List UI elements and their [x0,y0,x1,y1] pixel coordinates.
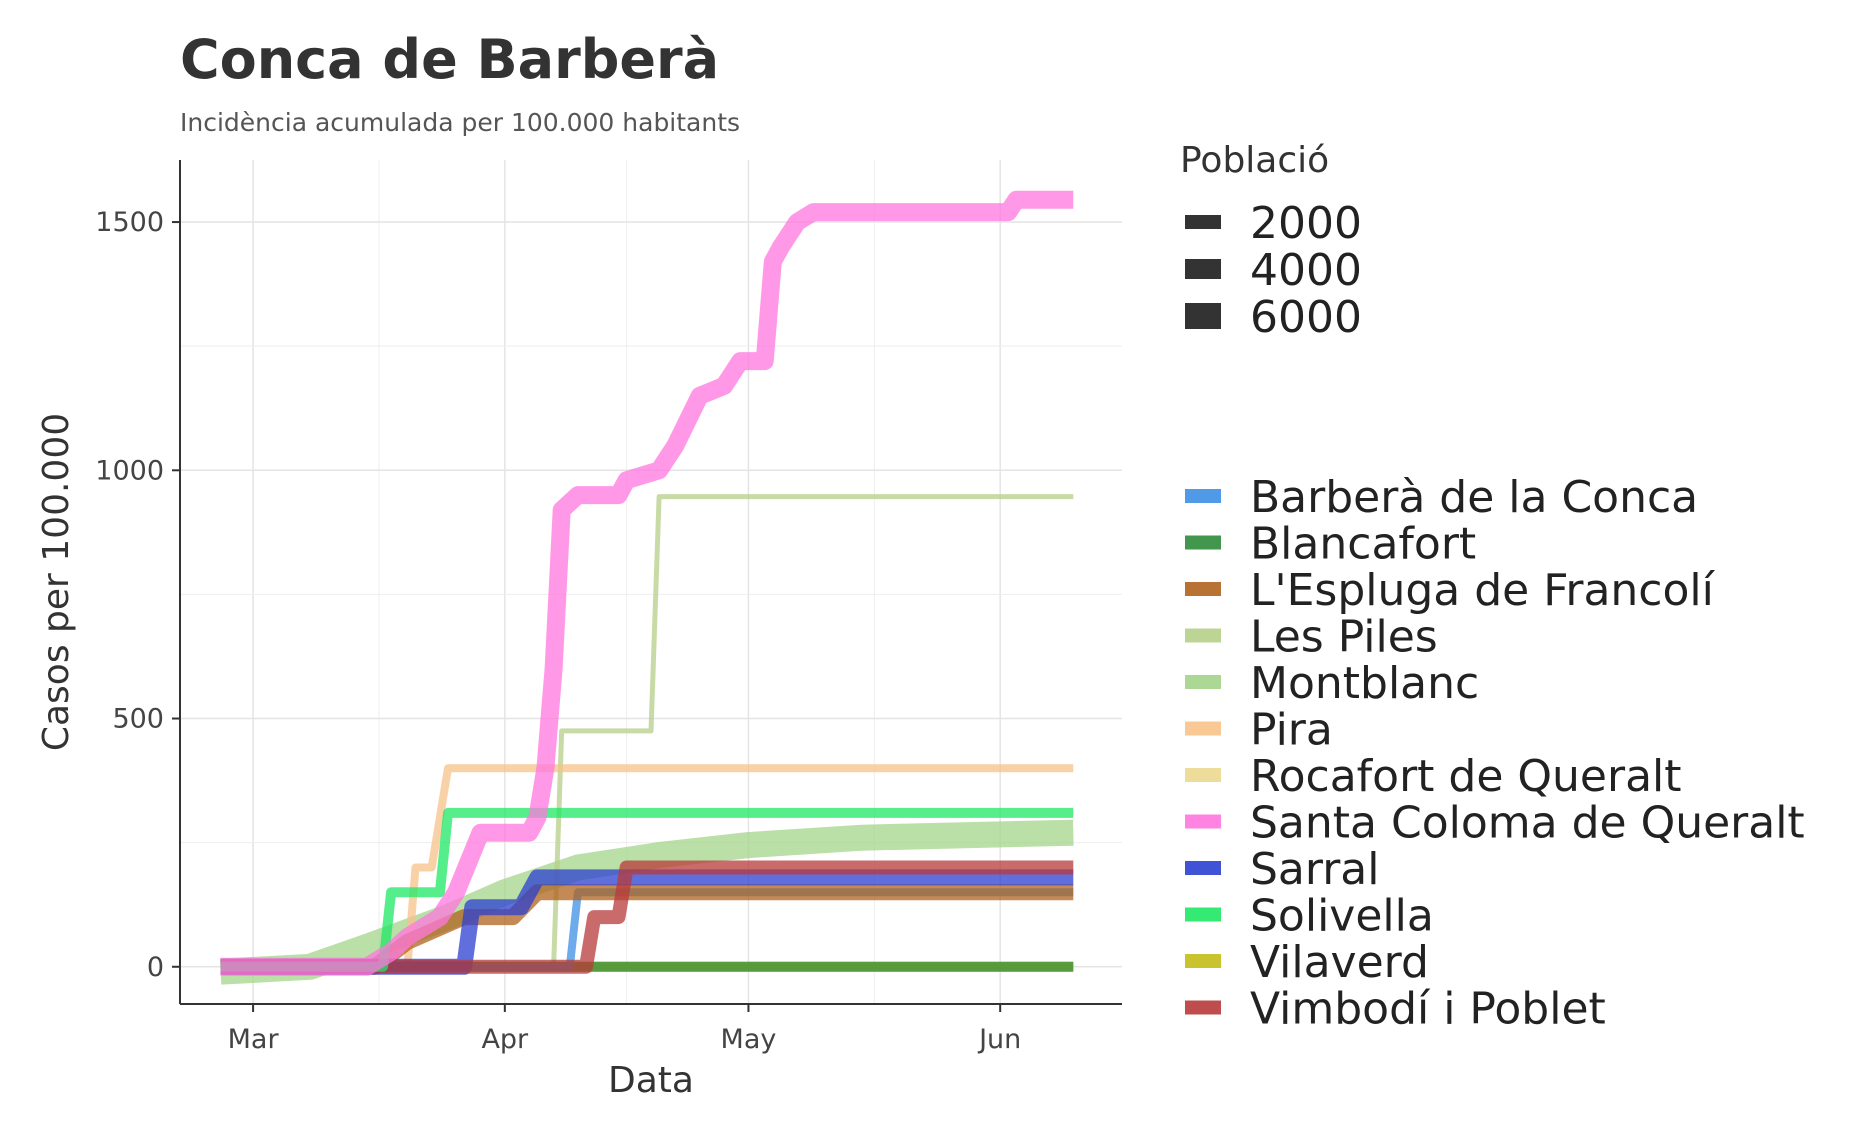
size-legend-key [1185,303,1221,329]
color-legend-key [1185,721,1221,736]
size-legend-key [1185,259,1221,279]
color-legend-key [1185,954,1221,968]
y-tick-label: 1500 [95,207,164,238]
color-legend-label: Les Piles [1250,612,1438,663]
x-axis-title: Data [608,1060,694,1101]
size-legend-label: 2000 [1250,198,1362,249]
size-legend-label: 6000 [1250,292,1362,343]
color-legend-key [1185,535,1221,550]
color-legend-label: Sarral [1250,844,1380,895]
x-tick-label: Mar [228,1024,280,1055]
chart-title: Conca de Barberà [180,28,720,91]
color-legend-key [1185,768,1221,782]
color-legend-key [1185,489,1221,503]
x-tick-label: Jun [977,1024,1021,1055]
color-legend-label: Barberà de la Conca [1250,472,1698,523]
color-legend-label: Blancafort [1250,519,1476,570]
x-tick-label: May [721,1024,777,1055]
series-line-santa-coloma-de-queralt [220,190,1074,976]
color-legend-label: Vimbodí i Poblet [1250,984,1606,1035]
chart-subtitle: Incidència acumulada per 100.000 habitan… [180,108,741,137]
x-tick-label: Apr [481,1024,529,1055]
y-tick-label: 1000 [95,455,164,486]
color-legend-label: L'Espluga de Francolí [1250,565,1716,616]
color-legend-key [1185,861,1221,875]
color-legend-key [1185,675,1221,689]
series-line-vimbod-i-poblet [220,860,1074,974]
series-lines [219,190,1074,985]
color-legend-key [1185,1000,1221,1015]
color-legend-label: Montblanc [1250,658,1479,709]
axis-ticks: Mar Apr May Jun 0 500 1000 1500 [95,207,1021,1055]
size-legend-label: 4000 [1250,245,1362,296]
y-tick-label: 0 [147,952,164,983]
color-legend-label: Solivella [1250,891,1434,942]
color-legend-label: Santa Coloma de Queralt [1250,798,1805,849]
color-legend-label: Pira [1250,705,1333,756]
color-legend-label: Rocafort de Queralt [1250,751,1682,802]
y-tick-label: 500 [112,704,164,735]
color-legend-label: Vilaverd [1250,937,1429,988]
y-axis-title: Casos per 100.000 [36,413,77,751]
color-legend-key [1185,582,1221,596]
color-legend-key [1185,814,1221,829]
size-legend-title: Població [1180,140,1329,181]
color-legend-key [1185,628,1221,643]
series-line-montblanc [219,819,1074,985]
color-legend-key [1185,907,1221,922]
size-legend-key [1185,215,1221,229]
